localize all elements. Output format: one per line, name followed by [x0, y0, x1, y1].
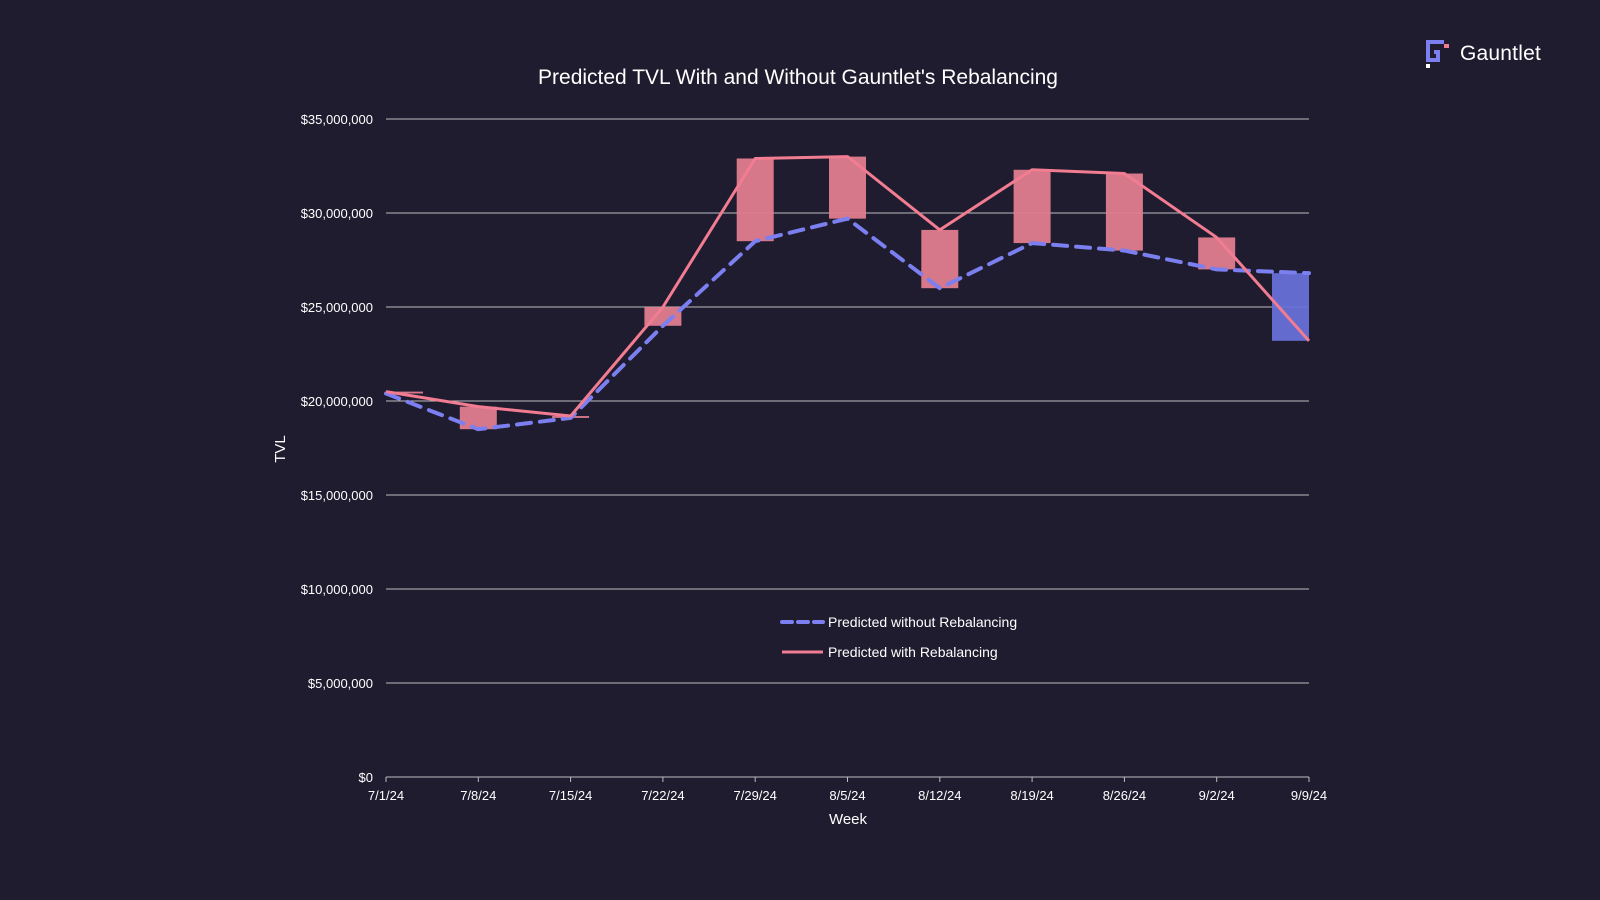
y-tick-label: $0: [359, 770, 373, 785]
series-line-with: [385, 155, 1311, 418]
y-tick-label: $10,000,000: [301, 582, 373, 597]
y-tick-label: $30,000,000: [301, 206, 373, 221]
grid-lines: [386, 118, 1309, 684]
brand-name: Gauntlet: [1460, 42, 1541, 65]
x-tick-label: 8/12/24: [918, 788, 961, 803]
y-axis-label: TVL: [272, 435, 289, 463]
difference-bar: [736, 158, 774, 242]
difference-bar: [459, 406, 497, 430]
difference-bar: [1013, 169, 1051, 244]
y-tick-label: $25,000,000: [301, 300, 373, 315]
y-tick-label: $5,000,000: [308, 676, 373, 691]
x-tick-label: 7/8/24: [460, 788, 496, 803]
x-tick-label: 7/1/24: [368, 788, 404, 803]
gauntlet-logo-icon: [1426, 40, 1449, 68]
y-tick-label: $15,000,000: [301, 488, 373, 503]
x-tick-label: 7/22/24: [641, 788, 684, 803]
y-tick-label: $35,000,000: [301, 112, 373, 127]
difference-bar: [644, 307, 682, 326]
legend-label-with: Predicted with Rebalancing: [828, 644, 998, 660]
chart-title: Predicted TVL With and Without Gauntlet'…: [538, 66, 1058, 89]
x-tick-label: 7/29/24: [734, 788, 777, 803]
x-tick-label: 7/15/24: [549, 788, 592, 803]
x-tick-label: 8/19/24: [1010, 788, 1053, 803]
x-axis: 7/1/24 7/8/24 7/15/24 7/22/24 7/29/24 8/5/24 8…: [368, 776, 1327, 803]
brand-logo: Gauntlet: [1426, 40, 1541, 68]
legend: Predicted without Rebalancing Predicted …: [780, 614, 1017, 660]
y-axis-ticks: $0 $5,000,000 $10,000,000 $15,000,000 $20,00…: [301, 112, 373, 785]
x-axis-label: Week: [829, 811, 868, 828]
difference-bars: [386, 156, 1309, 430]
difference-bar: [1105, 173, 1143, 251]
series-line-without: [384, 216, 1311, 432]
legend-label-without: Predicted without Rebalancing: [828, 614, 1017, 630]
x-tick-label: 9/2/24: [1199, 788, 1235, 803]
difference-bar: [386, 391, 423, 394]
x-tick-label: 8/26/24: [1103, 788, 1146, 803]
y-tick-label: $20,000,000: [301, 394, 373, 409]
x-tick-label: 9/9/24: [1291, 788, 1327, 803]
x-tick-label: 8/5/24: [829, 788, 865, 803]
series-lines: [384, 155, 1311, 432]
